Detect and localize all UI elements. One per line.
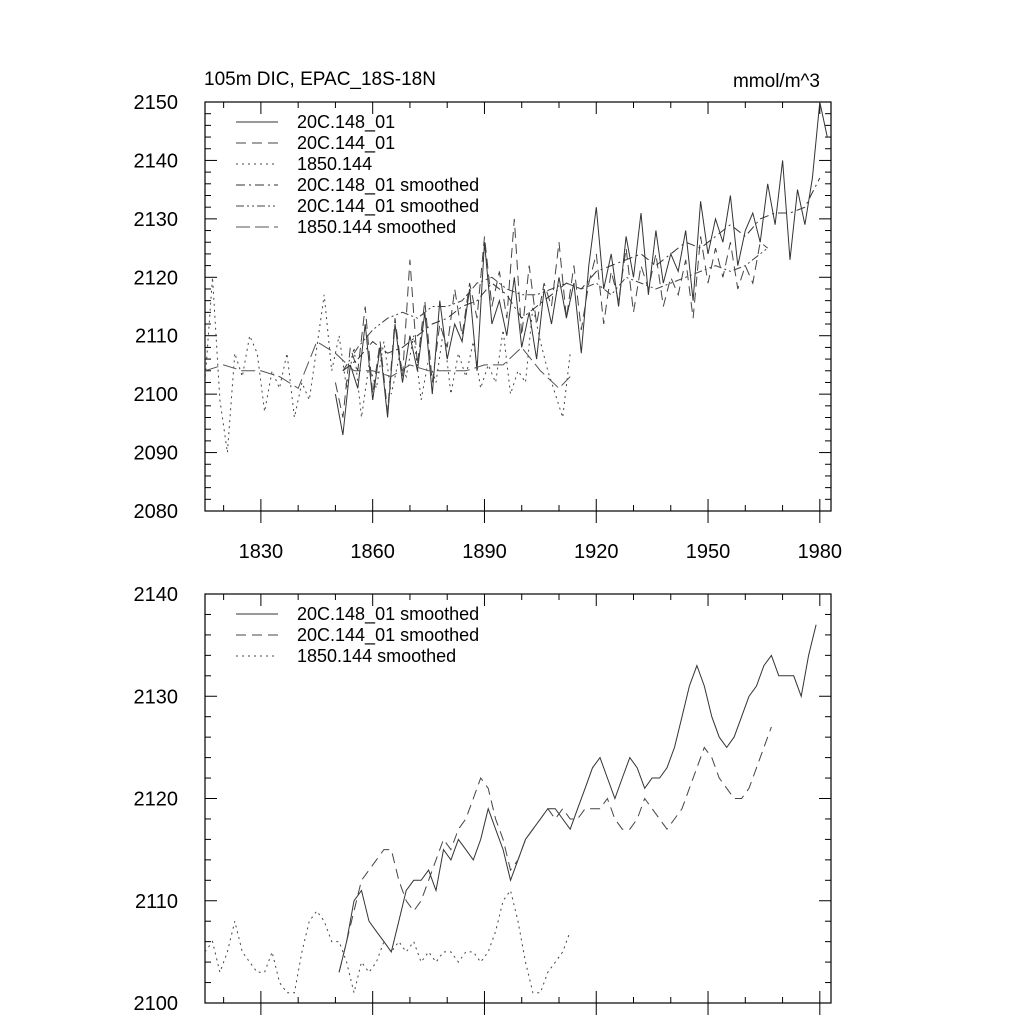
top-x-tick-label: 1830 bbox=[239, 541, 284, 563]
top-plot: 105m DIC, EPAC_18S-18N mmol/m^3 2080 2090… bbox=[134, 69, 843, 563]
top-legend-label: 20C.148_01 bbox=[297, 112, 395, 133]
bottom-legend-label: 20C.144_01 smoothed bbox=[297, 625, 479, 646]
top-x-tick-label: 1950 bbox=[686, 541, 731, 563]
top-legend-label: 1850.144 smoothed bbox=[297, 217, 456, 237]
bottom-legend-label: 20C.148_01 smoothed bbox=[297, 604, 479, 625]
top-y-tick-label: 2090 bbox=[134, 443, 179, 465]
bottom-y-tick-label: 2140 bbox=[134, 584, 179, 606]
top-chart-title: 105m DIC, EPAC_18S-18N bbox=[204, 69, 436, 90]
top-series-line-1 bbox=[334, 102, 828, 436]
top-series-line-4 bbox=[342, 177, 821, 372]
top-legend-label: 20C.144_01 smoothed bbox=[297, 196, 479, 217]
top-plot-frame bbox=[204, 101, 832, 512]
bottom-y-tick-label: 2110 bbox=[135, 891, 178, 913]
bottom-series-line-2 bbox=[338, 726, 772, 973]
bottom-y-tick-label: 2100 bbox=[134, 993, 179, 1015]
top-x-tick-label: 1980 bbox=[798, 541, 843, 563]
bottom-plot: 2100 2110 2120 2130 2140 20C.148_01 smoothed2… bbox=[134, 584, 832, 1015]
top-series-line-2 bbox=[334, 218, 769, 418]
bottom-series-line-3 bbox=[205, 889, 571, 994]
bottom-legend-label: 1850.144 smoothed bbox=[297, 646, 456, 666]
top-x-tick-label: 1890 bbox=[462, 541, 507, 563]
bottom-y-tick-label: 2130 bbox=[134, 686, 179, 708]
bottom-series-line-1 bbox=[338, 624, 817, 973]
bottom-y-tick-label: 2120 bbox=[134, 789, 179, 811]
top-series-line-3 bbox=[205, 277, 571, 453]
top-legend-label: 1850.144 bbox=[297, 154, 372, 174]
top-y-tick-label: 2130 bbox=[134, 209, 179, 231]
top-y-tick-label: 2150 bbox=[134, 92, 179, 114]
top-legend-label: 20C.148_01 smoothed bbox=[297, 175, 479, 196]
top-legend-label: 20C.144_01 bbox=[297, 133, 395, 154]
top-y-tick-label: 2120 bbox=[134, 267, 179, 289]
top-y-tick-label: 2100 bbox=[134, 384, 179, 406]
top-y-tick-label: 2140 bbox=[134, 150, 179, 172]
top-chart-units: mmol/m^3 bbox=[733, 71, 820, 92]
top-series-line-6 bbox=[205, 340, 571, 390]
top-x-tick-label: 1860 bbox=[350, 541, 395, 563]
top-y-tick-label: 2110 bbox=[135, 326, 178, 348]
top-x-tick-label: 1920 bbox=[574, 541, 619, 563]
top-series-line-5 bbox=[342, 247, 769, 372]
top-y-tick-label: 2080 bbox=[134, 501, 179, 523]
